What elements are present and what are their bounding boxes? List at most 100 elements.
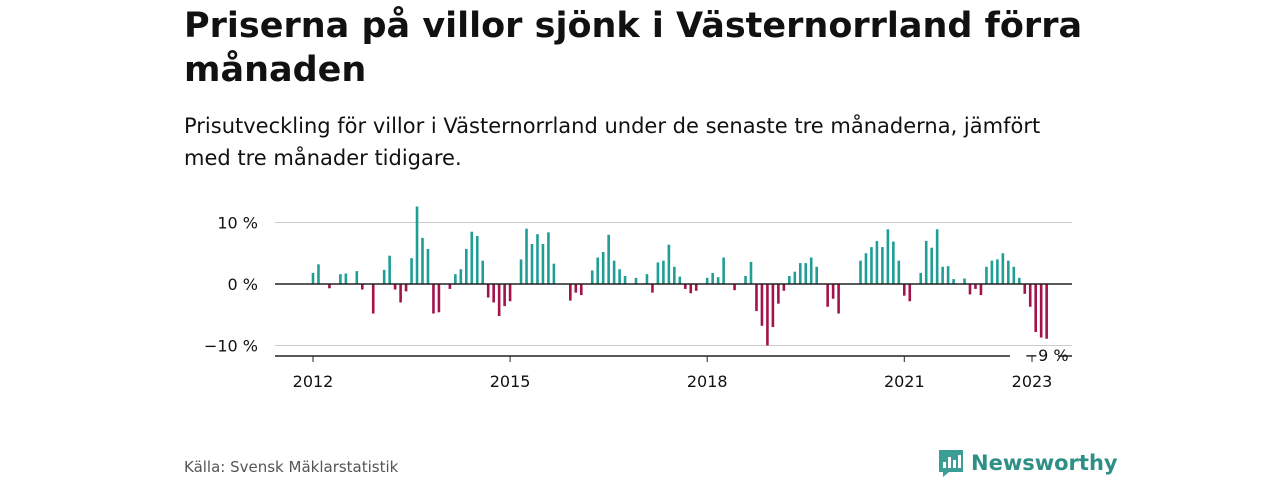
bar [645,274,649,284]
bar [673,266,676,284]
y-tick-label: 10 % [217,214,258,233]
last-value-label: −9 % [1025,346,1069,365]
bar [864,253,868,284]
bar [875,240,879,284]
bar [684,284,687,289]
bar [733,284,736,291]
bar [903,284,906,296]
bar [798,263,802,284]
bar [547,232,550,284]
bar [470,231,474,284]
bar [579,284,583,296]
bar [607,234,610,284]
bar [399,284,402,303]
bar [475,236,479,284]
bar [886,229,890,284]
bar [985,266,988,284]
bar [355,271,359,284]
bar [618,269,621,284]
bar [344,273,348,284]
bar [815,266,818,284]
bar [930,247,933,284]
bar [623,276,627,284]
brand-logo[interactable]: Newsworthy [937,448,1118,478]
bar [996,259,999,284]
bar [432,284,435,314]
bar [497,284,501,316]
bar [651,284,654,293]
bar [536,234,539,284]
bar [760,284,764,326]
bar [1034,284,1037,332]
bar [541,244,545,284]
bar [837,284,840,314]
bar [569,284,572,301]
bar [311,272,315,284]
bar [711,272,714,284]
bar [689,284,693,294]
bar [525,228,528,284]
bar [974,284,977,289]
bar [990,260,994,284]
bar [705,277,709,284]
bar [317,264,320,284]
source-note: Källa: Svensk Mäklarstatistik [184,458,399,476]
bar [694,284,698,291]
bar [662,260,665,284]
bar [908,284,912,302]
bar [388,255,391,284]
x-tick-label: 2021 [884,372,925,391]
bar [481,260,485,284]
bar [892,241,895,284]
bar [415,206,419,284]
bar [1017,277,1021,284]
bar [371,284,375,314]
bar [897,260,901,284]
y-tick-label: 0 % [228,275,258,294]
bar [339,274,342,284]
bar [503,284,506,307]
bar [508,284,512,302]
bar [1045,284,1048,339]
bar [328,284,331,289]
bar [809,257,813,284]
bar [590,270,594,284]
bar [678,276,682,284]
bar [946,266,950,284]
bar [952,279,955,284]
bar [448,284,452,289]
bar [601,252,605,284]
bars-layer [311,206,1048,346]
bar [465,248,468,284]
bar [393,284,397,290]
bar [722,257,725,284]
bar [744,276,747,284]
bar [612,260,616,284]
bar [459,269,463,284]
bar [963,278,966,284]
bar [421,237,424,284]
bar [1028,284,1032,307]
bar [574,284,578,293]
bar [492,284,495,303]
bar [935,229,939,284]
brand-name: Newsworthy [971,451,1118,475]
bar [360,284,364,290]
x-tick-label: 2018 [687,372,728,391]
bar [749,261,753,284]
bar [1001,253,1005,284]
x-tick-label: 2012 [293,372,334,391]
bar [530,244,534,284]
bar [1039,284,1043,338]
y-tick-label: −10 % [204,337,258,356]
bar [771,284,775,328]
bar [804,263,808,284]
bar [382,269,386,284]
bar [826,284,829,307]
bar [596,257,599,284]
chart-subtitle: Prisutveckling för villor i Västernorrla… [184,114,1041,170]
bar [404,284,408,292]
bar [979,284,983,296]
bar [777,284,780,304]
